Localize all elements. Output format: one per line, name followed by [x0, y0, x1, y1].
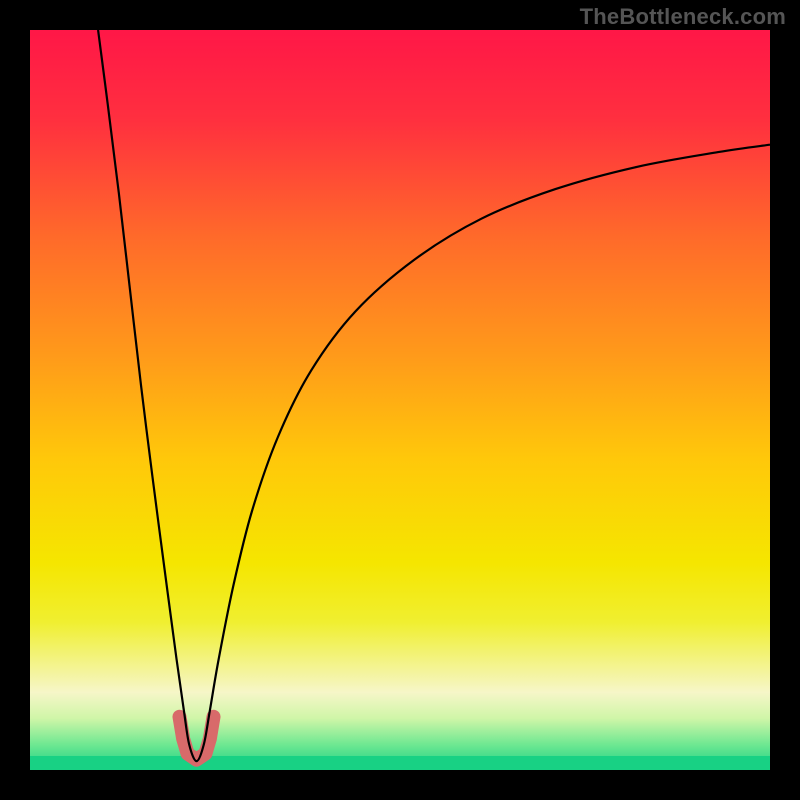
bottom-green-strip: [30, 756, 770, 770]
gradient-background: [30, 30, 770, 770]
chart-svg: [0, 0, 800, 800]
chart-frame: TheBottleneck.com: [0, 0, 800, 800]
watermark-text: TheBottleneck.com: [580, 4, 786, 30]
